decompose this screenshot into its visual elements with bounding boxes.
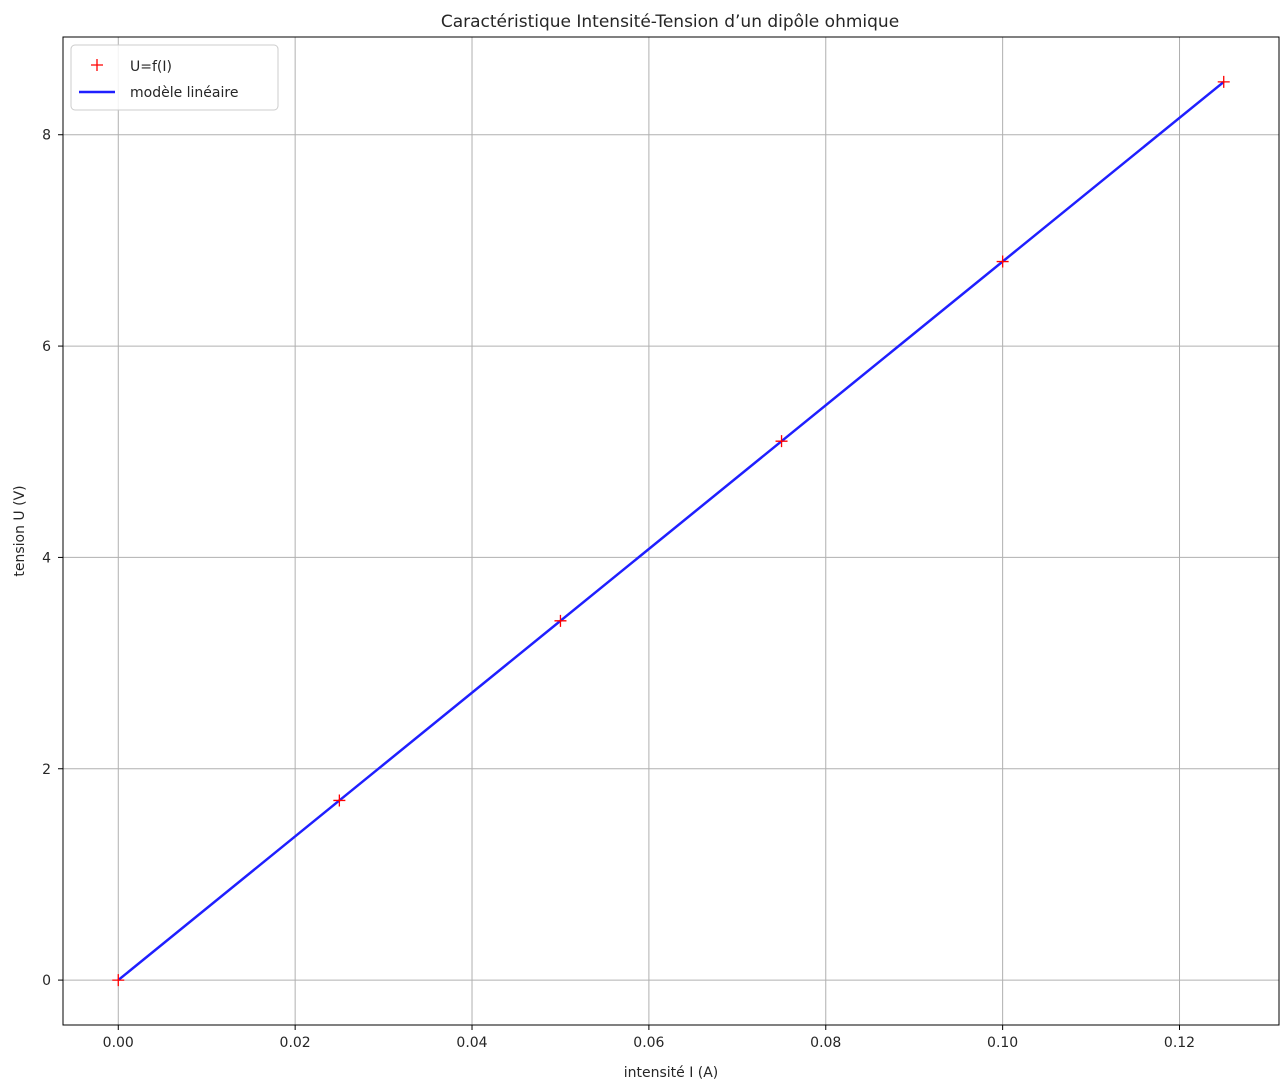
legend-marker-plus-icon: [91, 59, 103, 71]
legend-box: [70, 44, 279, 111]
y-tick-label: 4: [42, 550, 51, 566]
y-tick-label: 8: [42, 128, 51, 144]
legend-label-markers: U=f(I): [130, 59, 172, 75]
grid-lines: [63, 37, 1279, 1025]
plot-frame: [62, 36, 1280, 1026]
legend-entry-line: modèle linéaire: [79, 85, 238, 101]
series-line-modele-lineaire: [117, 80, 1225, 982]
y-axis-label: tension U (V): [12, 485, 28, 576]
chart-title: Caractéristique Intensité-Tension d’un d…: [441, 12, 899, 32]
data-point-marker: [112, 974, 125, 987]
x-tick-label: 0.08: [810, 1035, 841, 1051]
data-point-marker: [333, 794, 346, 807]
y-tick-label: 2: [42, 762, 51, 778]
legend: U=f(I) modèle linéaire: [70, 44, 279, 111]
x-tick-label: 0.06: [633, 1035, 664, 1051]
x-tick-label: 0.02: [280, 1035, 311, 1051]
x-tick-label: 0.04: [456, 1035, 487, 1051]
series-layer: [112, 75, 1230, 987]
y-tick-label: 6: [42, 339, 51, 355]
x-axis-label: intensité I (A): [624, 1065, 719, 1081]
x-tick-label: 0.00: [103, 1035, 134, 1051]
data-point-marker: [1217, 75, 1230, 88]
x-tick-label: 0.12: [1164, 1035, 1195, 1051]
x-tick-label: 0.10: [987, 1035, 1018, 1051]
legend-label-line: modèle linéaire: [130, 85, 238, 101]
data-point-marker: [554, 614, 567, 627]
data-point-marker: [996, 255, 1009, 268]
legend-entry-markers: U=f(I): [91, 59, 172, 75]
ticks: 0.00 0.02 0.04 0.06 0.08 0.10 0.12 0 2 4 6 8: [42, 128, 1195, 1051]
y-tick-label: 0: [42, 973, 51, 989]
data-point-marker: [775, 435, 788, 448]
